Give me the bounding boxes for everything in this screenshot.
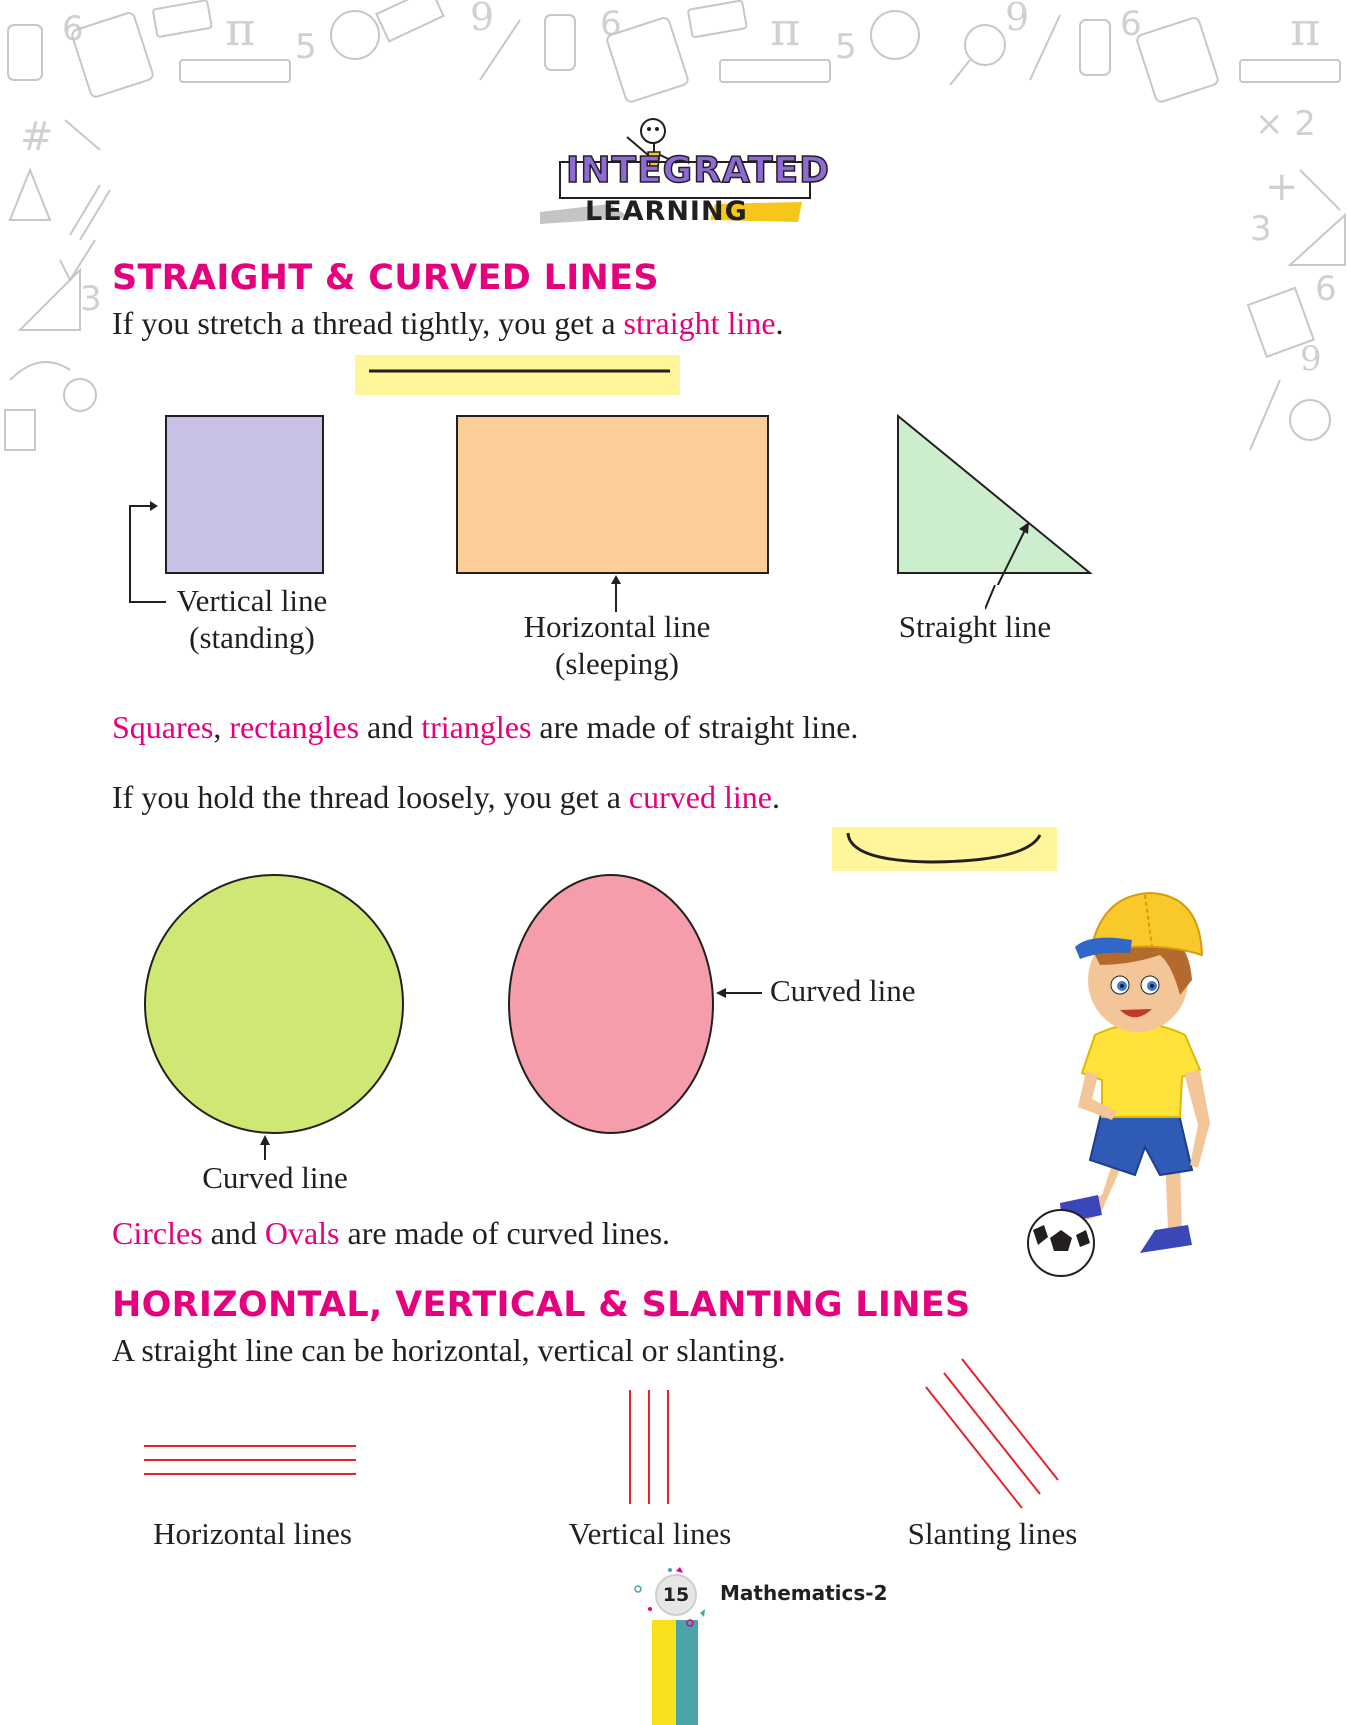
vertical-label-arrow (129, 585, 166, 603)
label-straight-line: Straight line (898, 609, 1052, 644)
oval-label-arrow (740, 992, 762, 994)
logo-title: INTEGRATED (565, 149, 831, 192)
label-slanting-lines: Slanting lines (907, 1516, 1078, 1551)
paragraph-curved-line: If you hold the thread loosely, you get … (112, 779, 780, 815)
paragraph-straight-shapes: Squares, rectangles and triangles are ma… (112, 709, 859, 745)
svg-text:π: π (770, 2, 800, 56)
label-text: Horizontal line (523, 609, 711, 644)
footer-confetti-icon (634, 1567, 705, 1627)
term-curved-line: curved line (628, 779, 772, 815)
paragraph-text: If you hold the thread loosely, you get … (112, 779, 629, 815)
square-shape (165, 415, 324, 574)
term-straight-line: straight line (623, 305, 776, 341)
label-text: (standing) (189, 620, 315, 656)
section-heading-straight-curved: STRAIGHT & CURVED LINES (112, 258, 659, 298)
svg-text:6: 6 (1315, 269, 1337, 309)
paragraph-text: . (771, 779, 780, 815)
term-triangles: triangles (421, 709, 532, 745)
paragraph-text: are made of straight line. (531, 709, 859, 745)
label-text: Vertical line (176, 583, 328, 618)
label-horizontal-line: Horizontal line (sleeping) (492, 608, 742, 682)
term-ovals: Ovals (264, 1215, 340, 1251)
curved-line-shapes (144, 874, 760, 1160)
svg-text:6: 6 (600, 4, 622, 44)
svg-text:9: 9 (1300, 339, 1322, 379)
logo-backdrop (540, 161, 811, 224)
boy-with-soccer-ball-icon (1027, 891, 1210, 1277)
paragraph-text: are made of curved lines. (339, 1215, 671, 1251)
label-vertical-lines: Vertical lines (568, 1516, 732, 1551)
svg-text:5: 5 (295, 27, 317, 67)
term-circles: Circles (112, 1215, 203, 1251)
svg-text:π: π (1290, 2, 1320, 56)
paragraph-text: and (202, 1215, 265, 1251)
paragraph-curved-shapes: Circles and Ovals are made of curved lin… (112, 1215, 671, 1251)
label-circle-curved-line: Curved line (202, 1160, 348, 1195)
book-title: Mathematics-2 (720, 1581, 888, 1605)
vertical-lines-example (629, 1390, 669, 1504)
svg-text:9: 9 (1005, 0, 1029, 39)
curved-line-example (832, 827, 1057, 871)
label-oval-curved-line: Curved line (770, 973, 916, 1008)
svg-text:#: # (20, 114, 54, 160)
svg-text:3: 3 (1250, 209, 1272, 249)
term-squares: Squares (112, 709, 214, 745)
label-horizontal-lines: Horizontal lines (153, 1516, 352, 1551)
triangle-shape (897, 413, 1093, 574)
paragraph-straight-line: If you stretch a thread tightly, you get… (112, 305, 784, 341)
horizontal-lines-example (144, 1445, 356, 1475)
svg-text:6: 6 (1120, 4, 1142, 44)
straight-label-arrow (985, 585, 996, 610)
label-text: (sleeping) (555, 646, 679, 682)
straight-line-shapes (129, 413, 1093, 585)
svg-text:π: π (225, 2, 255, 56)
straight-line-example (355, 355, 680, 395)
stick-figure-mascot-icon (626, 118, 678, 168)
svg-text:9: 9 (470, 0, 494, 39)
section-heading-line-directions: HORIZONTAL, VERTICAL & SLANTING LINES (112, 1285, 971, 1325)
footer-stripe-yellow (652, 1620, 676, 1725)
paragraph-text: . (775, 305, 784, 341)
circle-shape (144, 874, 404, 1134)
math-doodles-icon: 6 π 5 9 6 π 5 9 6 π # 3 (4, 0, 1346, 451)
paragraph-text: and (359, 709, 422, 745)
logo-subtitle: LEARNING (585, 196, 748, 227)
oval-shape (508, 874, 714, 1134)
paragraph-text: , (213, 709, 230, 745)
slanting-lines-example (925, 1358, 1059, 1509)
svg-text:3: 3 (80, 279, 102, 319)
svg-text:5: 5 (835, 27, 857, 67)
rectangle-shape (456, 415, 769, 574)
svg-text:× 2: × 2 (1255, 104, 1316, 144)
svg-text:6: 6 (62, 9, 84, 49)
page-number: 15 (655, 1574, 697, 1616)
label-vertical-line: Vertical line (standing) (162, 582, 342, 656)
paragraph-line-directions: A straight line can be horizontal, verti… (112, 1332, 786, 1368)
paragraph-text: If you stretch a thread tightly, you get… (112, 305, 624, 341)
svg-text:+: + (1265, 164, 1299, 210)
term-rectangles: rectangles (229, 709, 360, 745)
footer-stripe-teal (676, 1620, 698, 1725)
horizontal-label-arrow (615, 585, 617, 612)
